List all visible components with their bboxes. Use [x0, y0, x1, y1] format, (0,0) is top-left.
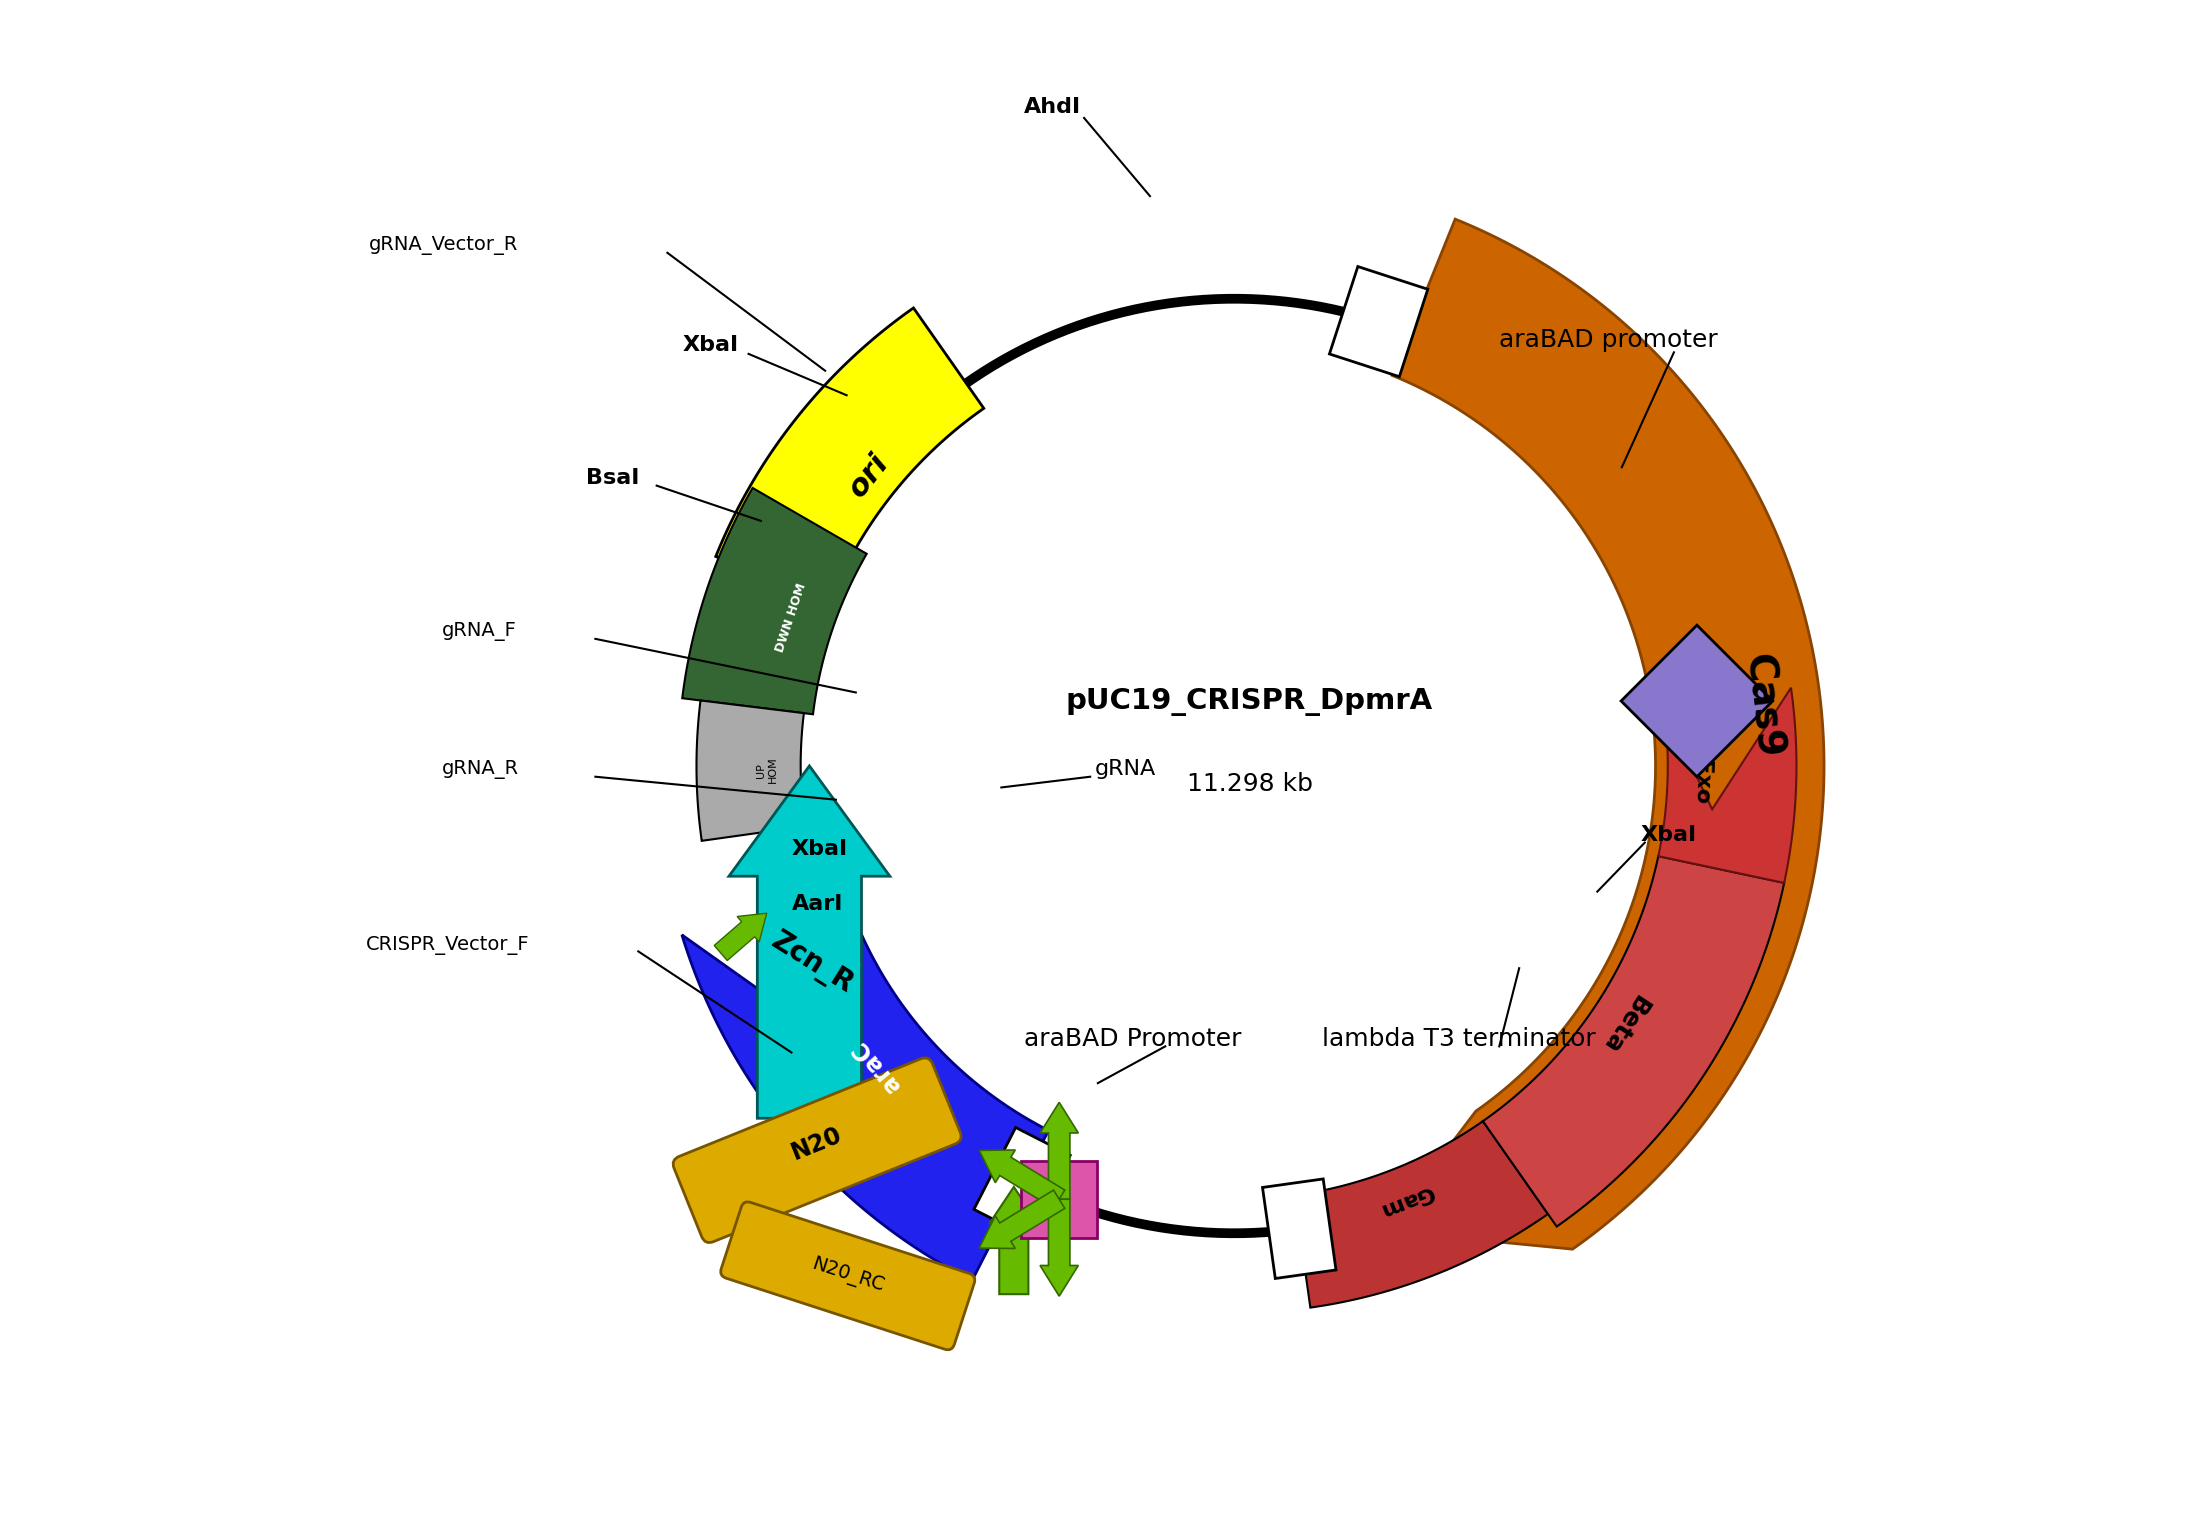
Polygon shape: [682, 489, 868, 714]
Text: XbaI: XbaI: [1641, 824, 1696, 846]
Text: Zcn_R: Zcn_R: [766, 927, 859, 999]
Polygon shape: [1484, 856, 1784, 1227]
Text: araBAD promoter: araBAD promoter: [1499, 328, 1718, 352]
FancyBboxPatch shape: [1621, 625, 1773, 777]
Text: XbaI: XbaI: [682, 334, 740, 355]
FancyBboxPatch shape: [1329, 267, 1429, 377]
Text: gRNA_F: gRNA_F: [442, 622, 517, 640]
FancyArrow shape: [1040, 1103, 1078, 1200]
Text: N20_RC: N20_RC: [808, 1255, 885, 1296]
Text: Cas9: Cas9: [1738, 651, 1786, 760]
Polygon shape: [1384, 219, 1824, 1249]
Text: DWN HOM: DWN HOM: [773, 582, 808, 654]
Polygon shape: [1658, 688, 1797, 882]
FancyBboxPatch shape: [1020, 1161, 1097, 1238]
Text: 11.298 kb: 11.298 kb: [1186, 772, 1312, 797]
FancyBboxPatch shape: [974, 1128, 1071, 1238]
Text: gRNA_Vector_R: gRNA_Vector_R: [369, 236, 519, 254]
Text: N20: N20: [788, 1123, 846, 1164]
FancyArrow shape: [978, 1151, 1064, 1209]
FancyArrow shape: [989, 1187, 1038, 1295]
Text: pUC19_CRISPR_DpmrA: pUC19_CRISPR_DpmrA: [1066, 688, 1433, 715]
Polygon shape: [1294, 1121, 1548, 1308]
FancyBboxPatch shape: [673, 1057, 960, 1242]
Text: AarI: AarI: [790, 893, 843, 915]
FancyBboxPatch shape: [1263, 1180, 1336, 1279]
Polygon shape: [696, 700, 806, 841]
FancyArrow shape: [978, 1190, 1064, 1249]
Text: CRISPR_Vector_F: CRISPR_Vector_F: [367, 936, 530, 954]
Text: Beta: Beta: [1596, 990, 1652, 1057]
Text: UP
HOM: UP HOM: [755, 757, 777, 783]
FancyBboxPatch shape: [720, 1203, 976, 1350]
FancyArrow shape: [1040, 1200, 1078, 1296]
FancyArrow shape: [729, 766, 890, 1118]
Text: lambda T3 terminator: lambda T3 terminator: [1323, 1026, 1596, 1051]
Text: Exo: Exo: [1691, 760, 1711, 806]
Polygon shape: [715, 308, 985, 602]
Text: gRNA_R: gRNA_R: [442, 760, 519, 778]
Text: BsaI: BsaI: [585, 467, 640, 489]
Text: araC: araC: [848, 1036, 905, 1097]
Text: gRNA: gRNA: [1095, 758, 1157, 780]
Text: Gam: Gam: [1376, 1181, 1435, 1221]
Text: araBAD Promoter: araBAD Promoter: [1025, 1026, 1241, 1051]
Text: XbaI: XbaI: [790, 838, 848, 859]
Text: AhdI: AhdI: [1025, 97, 1082, 118]
Polygon shape: [682, 885, 1049, 1281]
FancyArrow shape: [713, 913, 766, 961]
Text: ori: ori: [843, 447, 894, 502]
